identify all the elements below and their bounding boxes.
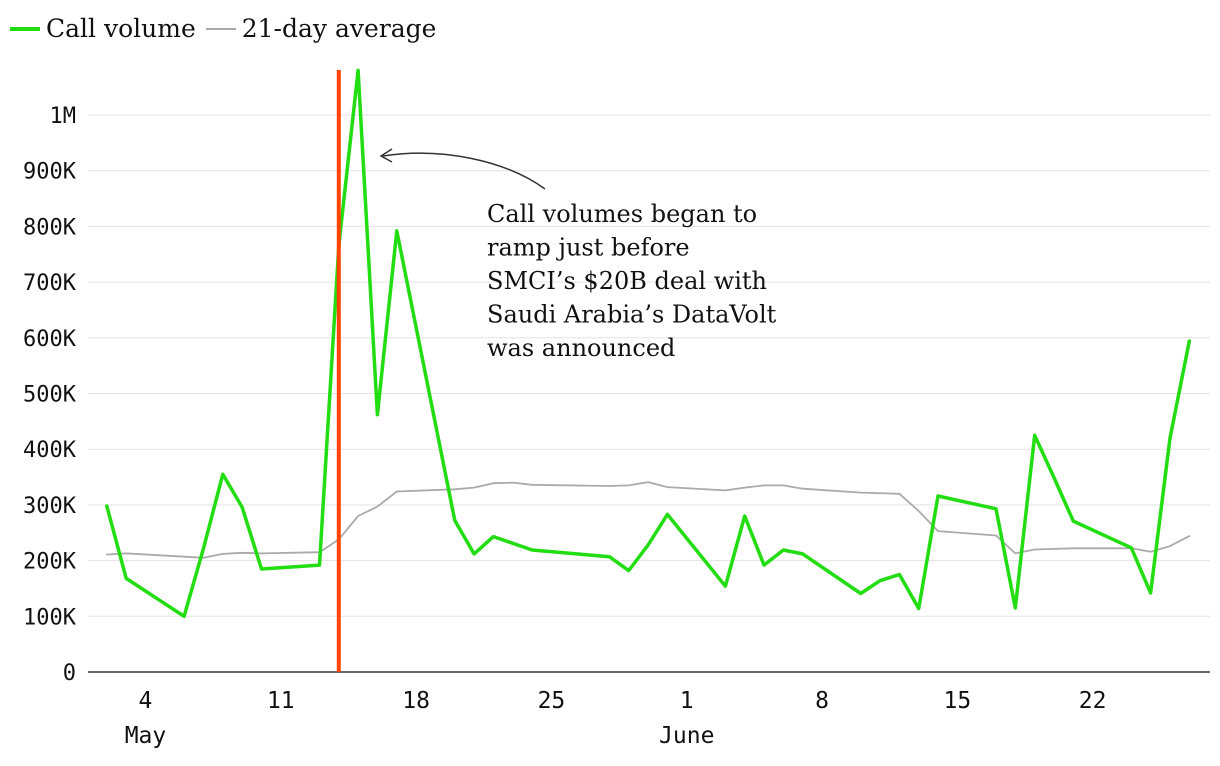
legend-item-call-volume: Call volume	[10, 14, 196, 43]
legend-label-call-volume: Call volume	[46, 14, 196, 43]
y-axis-ticks: 0 100K 200K 300K 400K 500K 600K 700K 800K 900K 1M	[23, 104, 77, 686]
x-tick-label: 11	[267, 688, 295, 714]
series-line-call-volume	[105, 68, 1192, 619]
legend-label-21-day-average: 21-day average	[241, 14, 437, 43]
y-tick-label: 0	[63, 661, 76, 686]
legend: Call volume 21-day average	[10, 14, 446, 43]
y-tick-label: 300K	[23, 494, 77, 519]
annotation-group: Call volumes began to ramp just before SMC…	[379, 148, 777, 362]
y-tick-label: 100K	[23, 605, 77, 630]
series-group	[105, 68, 1192, 619]
y-tick-label: 500K	[23, 383, 77, 408]
annotation-text-line: was announced	[487, 334, 675, 362]
x-tick-month-label: June	[659, 723, 714, 749]
x-tick-label: 8	[815, 688, 829, 714]
y-tick-label: 700K	[23, 271, 77, 296]
x-tick-label: 15	[943, 688, 971, 714]
annotation-text-line: Saudi Arabia’s DataVolt	[487, 301, 777, 329]
y-tick-label: 900K	[23, 160, 77, 185]
x-tick-label: 1	[680, 688, 694, 714]
annotation-text-line: ramp just before	[487, 234, 690, 262]
y-tick-label: 200K	[23, 550, 77, 575]
y-tick-label: 1M	[50, 104, 77, 129]
annotation-arrow	[382, 152, 546, 190]
annotation-text-line: Call volumes began to	[487, 200, 757, 228]
y-tick-label: 600K	[23, 327, 77, 352]
grid-lines	[88, 114, 1210, 673]
series-line-21-day-average	[105, 481, 1191, 559]
x-tick-label: 4	[139, 688, 153, 714]
x-tick-label: 18	[402, 688, 430, 714]
annotation-arrowhead	[379, 148, 393, 163]
annotation-text-line: SMCI’s $20B deal with	[487, 267, 767, 295]
x-tick-label: 22	[1079, 688, 1107, 714]
x-tick-month-label: May	[125, 723, 167, 749]
x-tick-label: 25	[538, 688, 566, 714]
legend-swatch-21-day-average	[205, 27, 236, 30]
x-axis-ticks: 4 May 11 18 25 1 June 8 15 22	[125, 688, 1107, 749]
legend-swatch-call-volume	[10, 26, 40, 31]
y-tick-label: 400K	[23, 438, 77, 463]
y-tick-label: 800K	[23, 215, 77, 240]
legend-item-21-day-average: 21-day average	[205, 14, 437, 43]
